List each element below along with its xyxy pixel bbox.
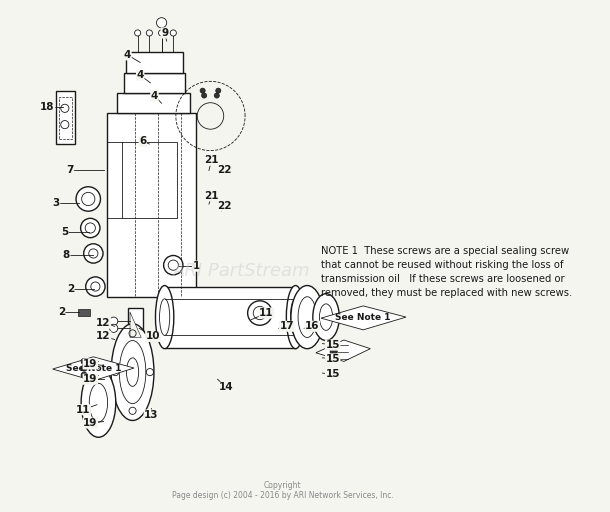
Text: 16: 16: [305, 321, 320, 331]
Ellipse shape: [291, 286, 323, 349]
Text: See Note 1: See Note 1: [336, 313, 391, 322]
Text: Copyright
Page design (c) 2004 - 2016 by ARI Network Services, Inc.: Copyright Page design (c) 2004 - 2016 by…: [172, 481, 393, 500]
Text: 15: 15: [325, 369, 340, 379]
Circle shape: [81, 372, 87, 378]
Text: 5: 5: [61, 226, 68, 237]
Polygon shape: [117, 93, 190, 114]
Bar: [59, 97, 72, 139]
Polygon shape: [78, 309, 90, 316]
Text: 21: 21: [204, 155, 219, 165]
Ellipse shape: [286, 286, 304, 349]
Circle shape: [81, 218, 100, 238]
Text: 12: 12: [96, 331, 111, 342]
Polygon shape: [107, 114, 196, 297]
Circle shape: [76, 187, 101, 211]
Circle shape: [159, 30, 165, 36]
Text: 21: 21: [204, 191, 219, 201]
Circle shape: [157, 18, 167, 28]
Text: 10: 10: [146, 331, 160, 342]
Circle shape: [330, 342, 337, 349]
Text: 13: 13: [144, 410, 159, 420]
Circle shape: [86, 277, 105, 296]
Polygon shape: [124, 73, 185, 93]
Circle shape: [201, 93, 207, 98]
Text: 15: 15: [325, 340, 340, 350]
Text: 8: 8: [63, 250, 70, 260]
Circle shape: [110, 324, 118, 332]
Text: 4: 4: [151, 91, 158, 100]
Circle shape: [146, 30, 152, 36]
Text: 4: 4: [137, 70, 144, 80]
Circle shape: [214, 93, 220, 98]
Text: 11: 11: [259, 308, 274, 318]
Polygon shape: [128, 308, 143, 340]
Text: 18: 18: [40, 102, 55, 112]
Text: 11: 11: [76, 405, 90, 415]
Text: 12: 12: [96, 318, 111, 328]
Text: 19: 19: [83, 418, 98, 428]
Circle shape: [163, 255, 183, 275]
Text: 19: 19: [83, 359, 98, 369]
Text: 15: 15: [325, 354, 340, 364]
Circle shape: [81, 365, 87, 371]
Text: 19: 19: [83, 374, 98, 384]
Text: 22: 22: [217, 201, 231, 211]
Ellipse shape: [81, 368, 116, 437]
Text: 9: 9: [161, 28, 168, 38]
Text: 2: 2: [57, 307, 65, 317]
Text: 17: 17: [279, 321, 294, 331]
Circle shape: [135, 30, 141, 36]
Text: See Note 1: See Note 1: [66, 364, 121, 373]
Circle shape: [216, 88, 221, 93]
Bar: [123, 142, 178, 218]
Polygon shape: [56, 91, 75, 144]
Ellipse shape: [111, 324, 154, 420]
Circle shape: [110, 317, 118, 325]
Text: 7: 7: [66, 165, 74, 176]
Text: 6: 6: [139, 136, 146, 146]
Text: 1: 1: [193, 261, 200, 271]
Text: ARI PartStream: ARI PartStream: [173, 262, 310, 280]
Circle shape: [248, 301, 272, 325]
Text: 22: 22: [217, 165, 231, 176]
Circle shape: [200, 88, 205, 93]
Text: NOTE 1  These screws are a special sealing screw
that cannot be reused without r: NOTE 1 These screws are a special sealin…: [321, 246, 572, 298]
Ellipse shape: [313, 294, 339, 340]
Circle shape: [84, 244, 103, 263]
Polygon shape: [321, 306, 406, 330]
Polygon shape: [165, 287, 295, 348]
Polygon shape: [126, 52, 184, 73]
Text: 2: 2: [67, 284, 74, 294]
Polygon shape: [52, 357, 134, 381]
Text: 14: 14: [218, 382, 233, 392]
Polygon shape: [316, 340, 370, 361]
Circle shape: [81, 358, 87, 365]
Text: 3: 3: [52, 198, 60, 207]
Circle shape: [330, 355, 337, 362]
Text: 4: 4: [124, 50, 131, 60]
Circle shape: [170, 30, 176, 36]
Circle shape: [330, 348, 337, 355]
Polygon shape: [130, 312, 141, 337]
Ellipse shape: [156, 286, 174, 349]
